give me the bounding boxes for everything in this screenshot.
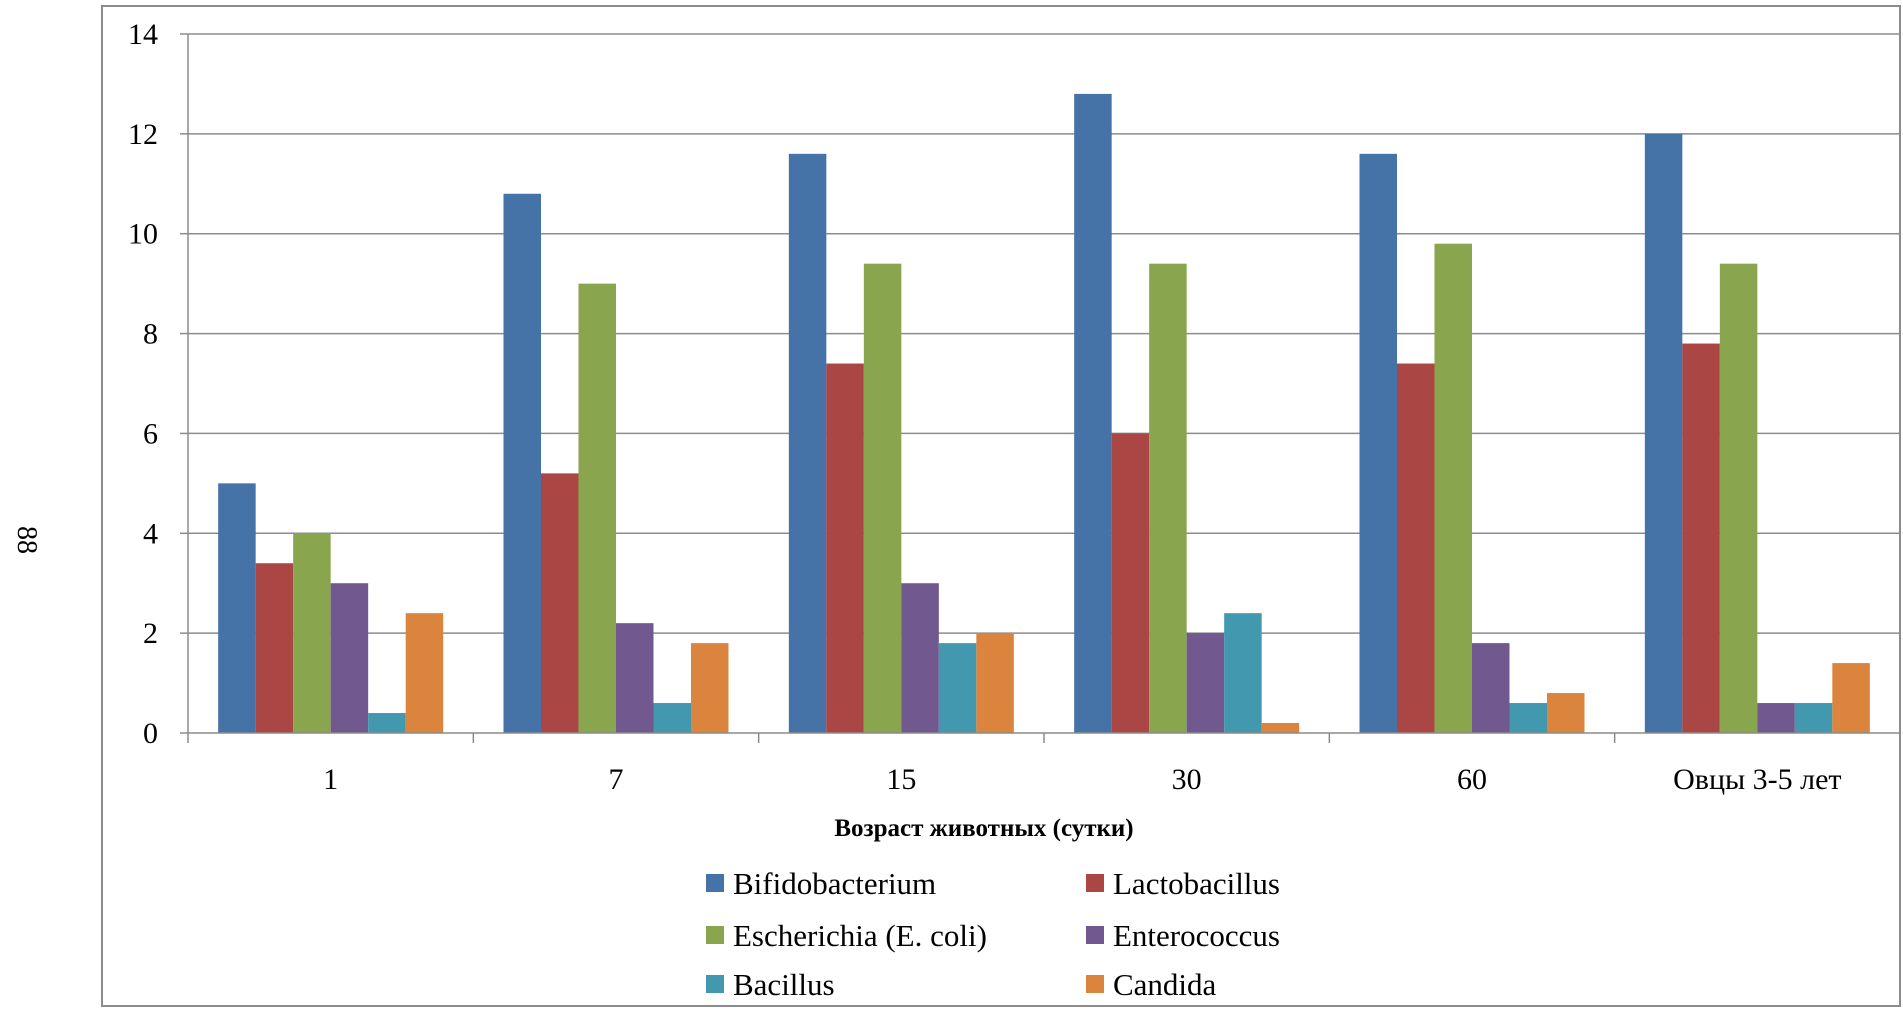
bar: [1832, 663, 1870, 733]
x-tick-label: 1: [323, 763, 338, 796]
bar: [218, 483, 256, 733]
bar: [1261, 723, 1300, 733]
y-tick-label: 2: [143, 617, 158, 650]
bar: [1149, 263, 1187, 733]
legend: Bifidobacterium Lactobacillus Escherichia …: [706, 866, 1280, 1002]
bar: [1794, 703, 1833, 733]
y-tick-labels: 0 2 4 6 8 10 12 14: [128, 18, 158, 750]
legend-swatch: [706, 926, 724, 944]
bar: [1224, 613, 1262, 733]
x-axis-title: Возраст животных (сутки): [834, 815, 1133, 842]
bar: [578, 283, 616, 733]
bar: [691, 643, 729, 733]
bar: [1186, 633, 1225, 733]
bar: [1111, 433, 1150, 733]
bar: [405, 613, 444, 733]
bar: [976, 633, 1014, 733]
bar: [1472, 643, 1510, 733]
x-tick-label: 7: [609, 763, 624, 796]
bar: [1074, 93, 1112, 733]
bar: [1397, 363, 1435, 733]
legend-label: Bacillus: [733, 967, 835, 1002]
legend-swatch: [1086, 874, 1104, 892]
legend-swatch: [706, 874, 724, 892]
legend-item: Lactobacillus: [1086, 866, 1280, 901]
legend-label: Bifidobacterium: [733, 866, 936, 901]
chart-frame: [101, 5, 1901, 1007]
x-tick-label: Овцы 3-5 лет: [1673, 763, 1841, 796]
bar: [1682, 343, 1720, 733]
bar: [330, 583, 369, 733]
y-tick-label: 8: [143, 318, 158, 351]
gridlines: [180, 33, 1900, 734]
bar: [255, 563, 294, 733]
bar: [616, 623, 654, 733]
legend-item: Enterococcus: [1086, 918, 1280, 953]
y-tick-label: 6: [143, 417, 158, 450]
bars: [218, 93, 1870, 734]
bar: [541, 473, 579, 733]
x-tick-label: 30: [1172, 763, 1202, 796]
bar: [293, 533, 331, 733]
bar: [368, 713, 406, 733]
bar: [863, 263, 902, 733]
bar: [1547, 693, 1585, 733]
legend-label: Enterococcus: [1113, 918, 1280, 953]
y-tick-label: 4: [143, 517, 158, 550]
axes: [187, 34, 1901, 743]
y-tick-label: 0: [143, 717, 158, 750]
legend-label: Escherichia (E. coli): [733, 918, 987, 953]
x-tick-label: 60: [1457, 763, 1487, 796]
bar: [503, 193, 541, 733]
bar: [1719, 263, 1758, 733]
bar: [653, 703, 691, 733]
legend-item: Bacillus: [706, 967, 835, 1002]
y-tick-label: 14: [128, 18, 158, 51]
y-tick-label: 12: [128, 118, 158, 151]
bar: [826, 363, 864, 733]
legend-item: Candida: [1086, 967, 1217, 1002]
legend-swatch: [1086, 926, 1104, 944]
bar: [1757, 703, 1795, 733]
bar: [1359, 153, 1397, 734]
bar: [938, 643, 977, 733]
bar: [788, 153, 827, 734]
bar: [1434, 243, 1472, 733]
bar: [1509, 703, 1547, 733]
x-tick-labels: 1 7 15 30 60 Овцы 3-5 лет: [323, 763, 1841, 796]
y-tick-label: 10: [128, 218, 158, 251]
legend-label: Lactobacillus: [1113, 866, 1280, 901]
legend-item: Escherichia (E. coli): [706, 918, 987, 953]
bar: [1644, 133, 1683, 733]
legend-item: Bifidobacterium: [706, 866, 936, 901]
legend-label: Candida: [1113, 967, 1217, 1002]
x-tick-label: 15: [886, 763, 916, 796]
legend-swatch: [1086, 975, 1104, 993]
legend-swatch: [706, 975, 724, 993]
bar: [901, 583, 939, 733]
